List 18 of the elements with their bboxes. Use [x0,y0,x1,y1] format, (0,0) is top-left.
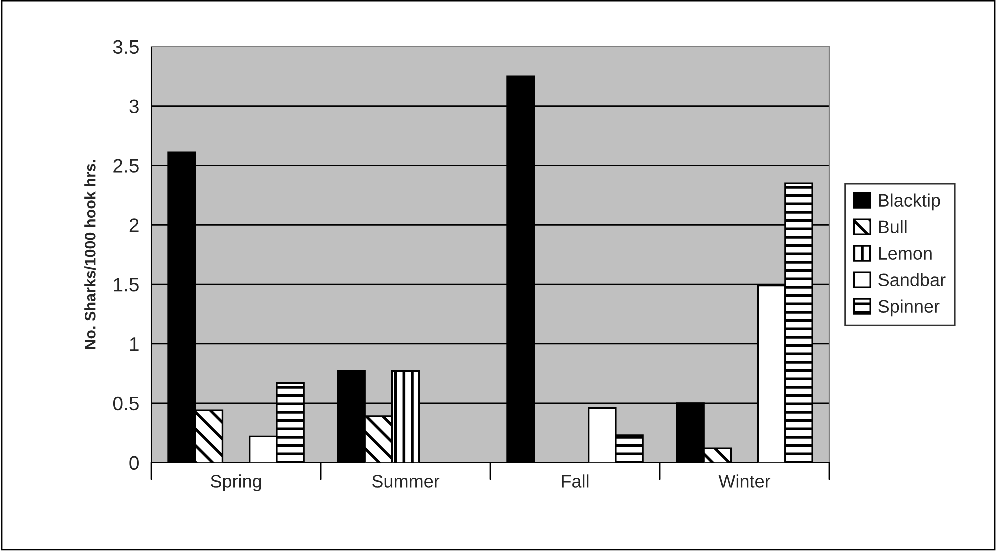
x-tick-label: Spring [211,474,262,492]
y-tick-label: 3 [130,100,139,114]
y-axis-title: No. Sharks/1000 hook hrs. [84,160,96,350]
y-tick-label: 2 [130,218,139,232]
y-tick-label: 3.5 [113,40,139,54]
legend-label: Sandbar [878,273,946,286]
y-tick-label: 2.5 [114,159,139,173]
x-tick-label: Fall [562,474,589,488]
x-tick-label: Summer [372,475,440,488]
legend-label: Blacktip [879,194,940,211]
legend-label: Lemon [879,247,932,260]
y-tick-label: 1.5 [114,278,139,292]
legend-label: Spinner [878,300,940,317]
y-tick-label: 0.5 [113,396,139,411]
x-tick-label: Winter [718,474,771,488]
legend-label: Bull [879,220,907,234]
y-tick-label: 1 [130,338,139,352]
y-tick-label: 0 [130,456,139,470]
